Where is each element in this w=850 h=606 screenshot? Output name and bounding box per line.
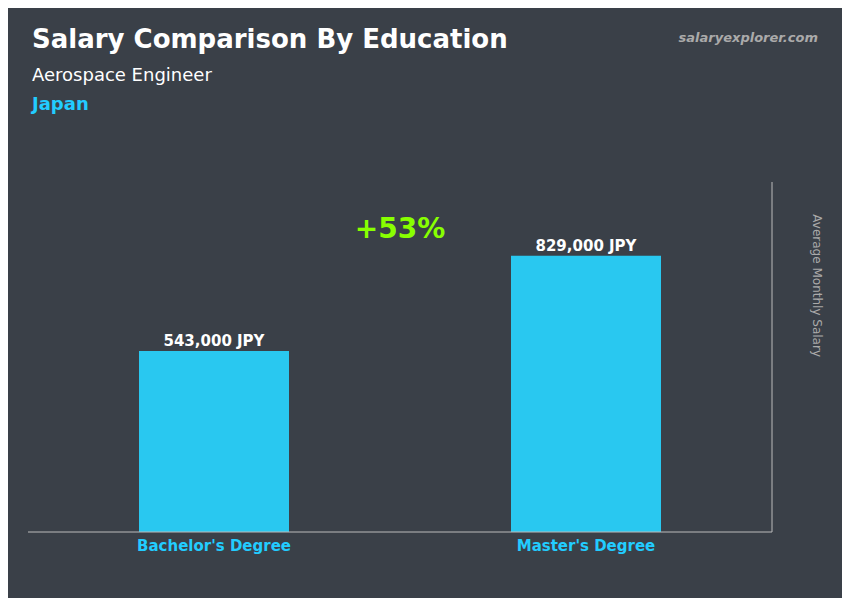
svg-text:Average Monthly Salary: Average Monthly Salary (810, 214, 824, 357)
svg-text:Bachelor's Degree: Bachelor's Degree (137, 537, 291, 555)
html-text:salaryexplorer.com: salaryexplorer.com (678, 30, 818, 45)
html-text:Aerospace Engineer: Aerospace Engineer (32, 64, 212, 85)
html-text:+53%: +53% (354, 212, 446, 245)
svg-text:829,000 JPY: 829,000 JPY (536, 237, 638, 255)
html-text:Japan: Japan (32, 93, 89, 114)
html-text:Salary Comparison By Education: Salary Comparison By Education (32, 24, 508, 54)
svg-text:Master's Degree: Master's Degree (517, 537, 656, 555)
svg-text:543,000 JPY: 543,000 JPY (164, 332, 266, 350)
